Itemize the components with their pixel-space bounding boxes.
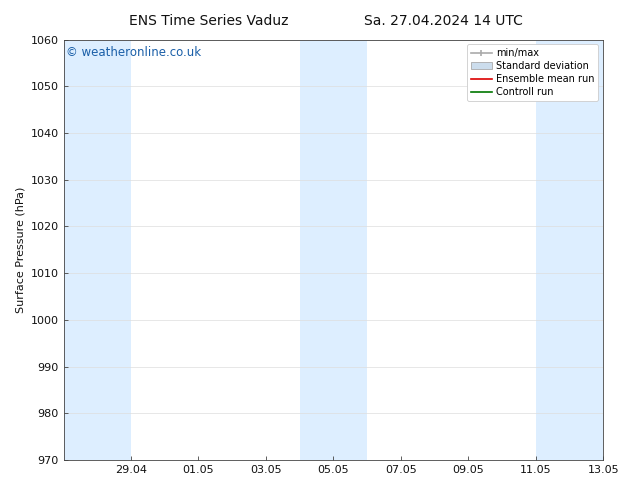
Bar <box>63 40 131 460</box>
Text: Sa. 27.04.2024 14 UTC: Sa. 27.04.2024 14 UTC <box>365 14 523 28</box>
Text: ENS Time Series Vaduz: ENS Time Series Vaduz <box>129 14 289 28</box>
Text: © weatheronline.co.uk: © weatheronline.co.uk <box>66 46 202 59</box>
Y-axis label: Surface Pressure (hPa): Surface Pressure (hPa) <box>15 187 25 313</box>
Bar <box>536 40 603 460</box>
Bar <box>300 40 367 460</box>
Legend: min/max, Standard deviation, Ensemble mean run, Controll run: min/max, Standard deviation, Ensemble me… <box>467 45 598 101</box>
